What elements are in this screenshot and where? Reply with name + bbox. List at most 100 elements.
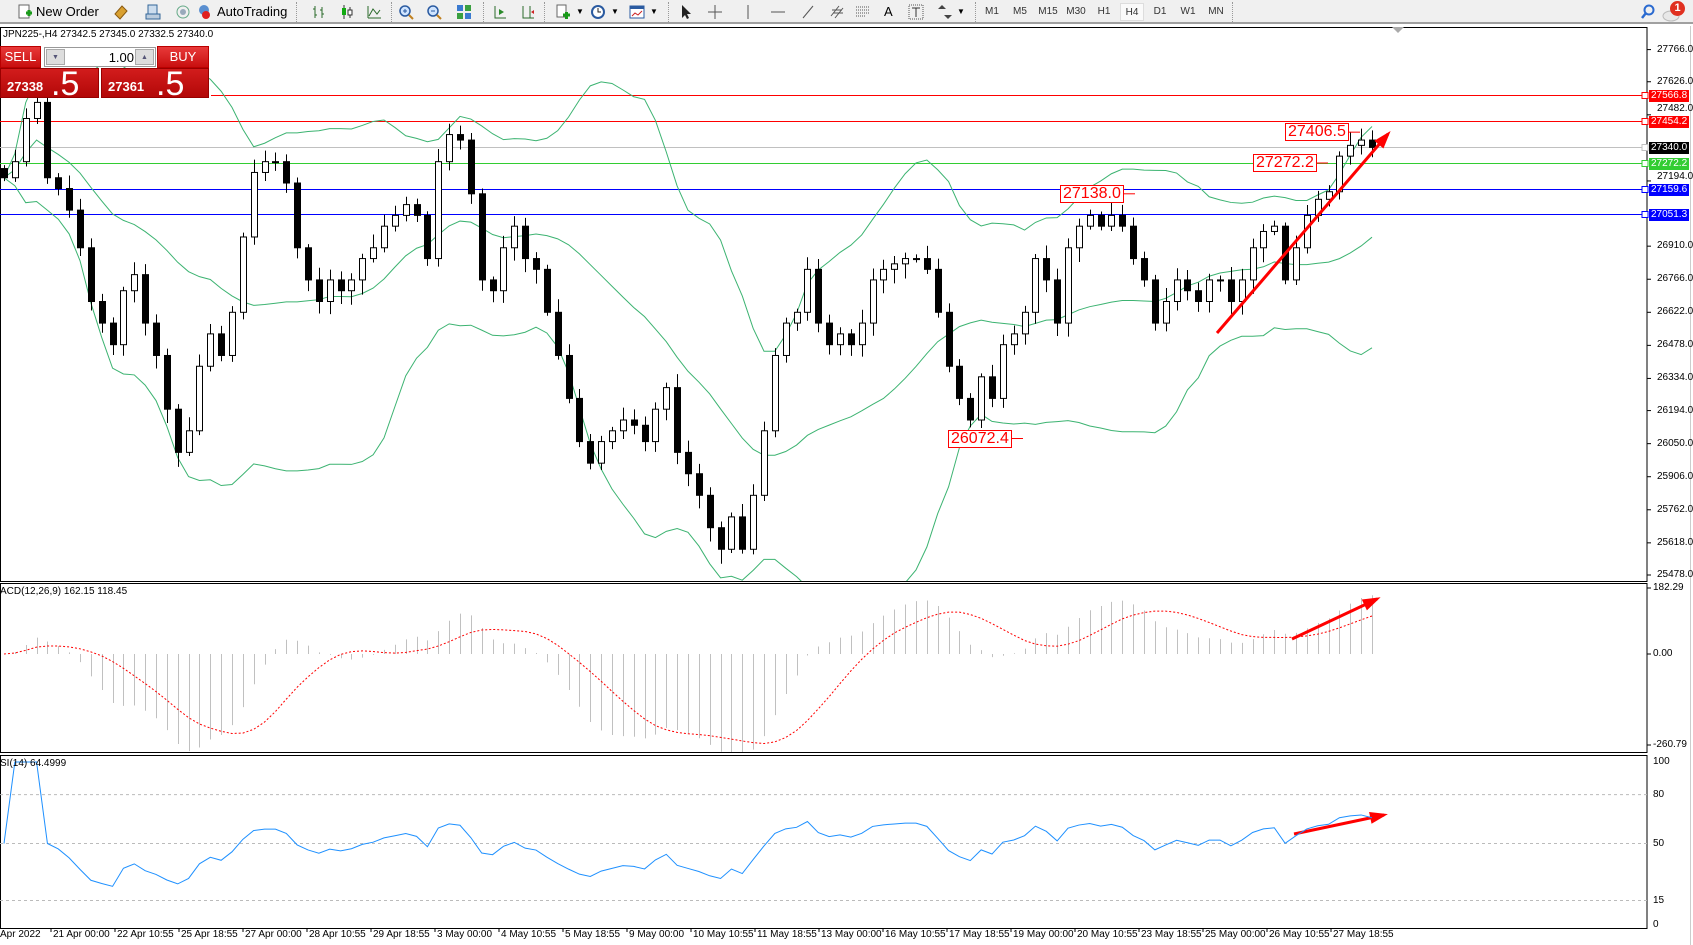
macd-axis-label: 0.00 xyxy=(1653,648,1673,659)
price-line-handle xyxy=(1641,211,1649,218)
equidistant-channel-icon[interactable] xyxy=(830,4,846,20)
arrows-icon[interactable] xyxy=(937,4,953,20)
macd-signal-line xyxy=(3,610,1373,745)
candle-body xyxy=(631,419,638,426)
candle-body xyxy=(120,290,127,346)
candle-body xyxy=(468,139,475,195)
signals-icon[interactable] xyxy=(175,4,191,20)
periods-clock-icon[interactable] xyxy=(590,4,606,20)
candle xyxy=(229,306,236,362)
timeframe-m5[interactable]: M5 xyxy=(1013,6,1027,17)
time-axis-label: 9 May 00:00 xyxy=(629,929,685,940)
candle xyxy=(283,154,290,193)
text-label-icon[interactable] xyxy=(908,4,924,20)
lot-increase-icon[interactable]: ▲ xyxy=(135,49,154,65)
candle xyxy=(783,317,790,363)
candle xyxy=(967,393,974,428)
timeframe-w1[interactable]: W1 xyxy=(1180,6,1196,17)
macd-trend-arrow xyxy=(1291,597,1381,641)
lot-size-input[interactable] xyxy=(66,48,134,66)
zoom-out-icon[interactable] xyxy=(426,4,442,20)
tile-windows-icon[interactable] xyxy=(456,4,472,20)
candle-body xyxy=(707,494,714,529)
rsi-line xyxy=(3,761,1373,887)
periods-dropdown-icon[interactable]: ▼ xyxy=(611,7,619,16)
candle-body xyxy=(1228,279,1235,303)
arrows-dropdown-icon[interactable]: ▼ xyxy=(957,7,965,16)
candle xyxy=(794,308,801,331)
timeframe-m15[interactable]: M15 xyxy=(1038,6,1058,17)
candle xyxy=(207,324,214,372)
candle-body xyxy=(924,258,931,270)
price-annotation[interactable]: 27138.0 xyxy=(1060,184,1124,203)
templates-icon[interactable] xyxy=(629,4,645,20)
candle-body xyxy=(815,268,822,324)
horizontal-line-icon[interactable] xyxy=(770,4,786,20)
candle-body xyxy=(935,268,942,313)
time-axis-label: 20 May 10:55 xyxy=(1077,929,1138,940)
candle-body xyxy=(44,101,51,179)
bar-chart-icon[interactable] xyxy=(311,4,327,20)
crosshair-icon[interactable] xyxy=(707,4,723,20)
notifications-button[interactable]: 1 xyxy=(1662,1,1686,23)
new-order-button[interactable]: New Order xyxy=(36,4,99,19)
market-watch-icon[interactable] xyxy=(113,4,129,20)
timeframe-h4[interactable]: H4 xyxy=(1120,3,1144,21)
sell-button[interactable]: SELL xyxy=(0,46,41,68)
price-axis-label: 27194.0 xyxy=(1657,170,1693,182)
macd-trend-arrow-head-icon xyxy=(1361,597,1381,611)
timeframe-m30[interactable]: M30 xyxy=(1066,6,1086,17)
candle xyxy=(1174,268,1181,311)
candle xyxy=(120,286,127,356)
candle-body xyxy=(283,161,290,184)
auto-scroll-icon[interactable] xyxy=(492,4,508,20)
fibonacci-icon[interactable] xyxy=(855,4,871,20)
bollinger-lower xyxy=(3,177,1373,581)
trendline-icon[interactable] xyxy=(800,4,816,20)
chart-shift-icon[interactable] xyxy=(520,4,536,20)
bollinger-upper xyxy=(3,59,1373,352)
candle xyxy=(338,271,345,305)
lot-decrease-icon[interactable]: ▼ xyxy=(46,49,65,65)
price-annotation[interactable]: 26072.4 xyxy=(948,429,1012,448)
timeframe-m1[interactable]: M1 xyxy=(985,6,999,17)
price-axis-label: 25762.0 xyxy=(1657,503,1693,515)
search-icon[interactable] xyxy=(1640,4,1656,20)
timeframe-mn[interactable]: MN xyxy=(1208,6,1224,17)
candle xyxy=(989,364,996,408)
candle-body xyxy=(967,397,974,421)
time-axis-label: 26 May 10:55 xyxy=(1269,929,1330,940)
candle xyxy=(1087,209,1094,230)
templates-dropdown-icon[interactable]: ▼ xyxy=(650,7,658,16)
candlestick-icon[interactable] xyxy=(339,4,355,20)
candle-body xyxy=(1054,279,1061,324)
price-annotation[interactable]: 27406.5 xyxy=(1285,123,1349,142)
text-tool-icon[interactable]: A xyxy=(884,4,893,19)
candle xyxy=(403,196,410,222)
autotrading-button[interactable]: AutoTrading xyxy=(217,4,288,19)
navigator-icon[interactable] xyxy=(145,4,161,20)
sell-price[interactable]: 27338 .5 xyxy=(0,65,99,103)
candle-body xyxy=(1032,258,1039,313)
candle xyxy=(1184,270,1191,301)
candle-body xyxy=(761,430,768,496)
candle xyxy=(88,238,95,311)
line-chart-icon[interactable] xyxy=(366,4,382,20)
vertical-line-icon[interactable] xyxy=(740,4,756,20)
macd-panel-frame xyxy=(0,583,1648,753)
timeframe-h1[interactable]: H1 xyxy=(1097,6,1111,17)
candle-body xyxy=(1206,279,1213,303)
price-axis-label: 25478.0 xyxy=(1657,569,1693,580)
cursor-icon[interactable] xyxy=(678,4,694,20)
candle-body xyxy=(381,225,388,249)
candle-body xyxy=(837,333,844,346)
price-annotation[interactable]: 27272.2 xyxy=(1253,153,1317,172)
buy-button[interactable]: BUY xyxy=(157,46,209,68)
indicators-dropdown-icon[interactable]: ▼ xyxy=(576,7,584,16)
zoom-in-icon[interactable] xyxy=(398,4,414,20)
indicators-icon[interactable] xyxy=(555,4,571,20)
buy-price[interactable]: 27361 .5 xyxy=(101,65,209,103)
candle xyxy=(23,108,30,167)
timeframe-d1[interactable]: D1 xyxy=(1153,6,1167,17)
